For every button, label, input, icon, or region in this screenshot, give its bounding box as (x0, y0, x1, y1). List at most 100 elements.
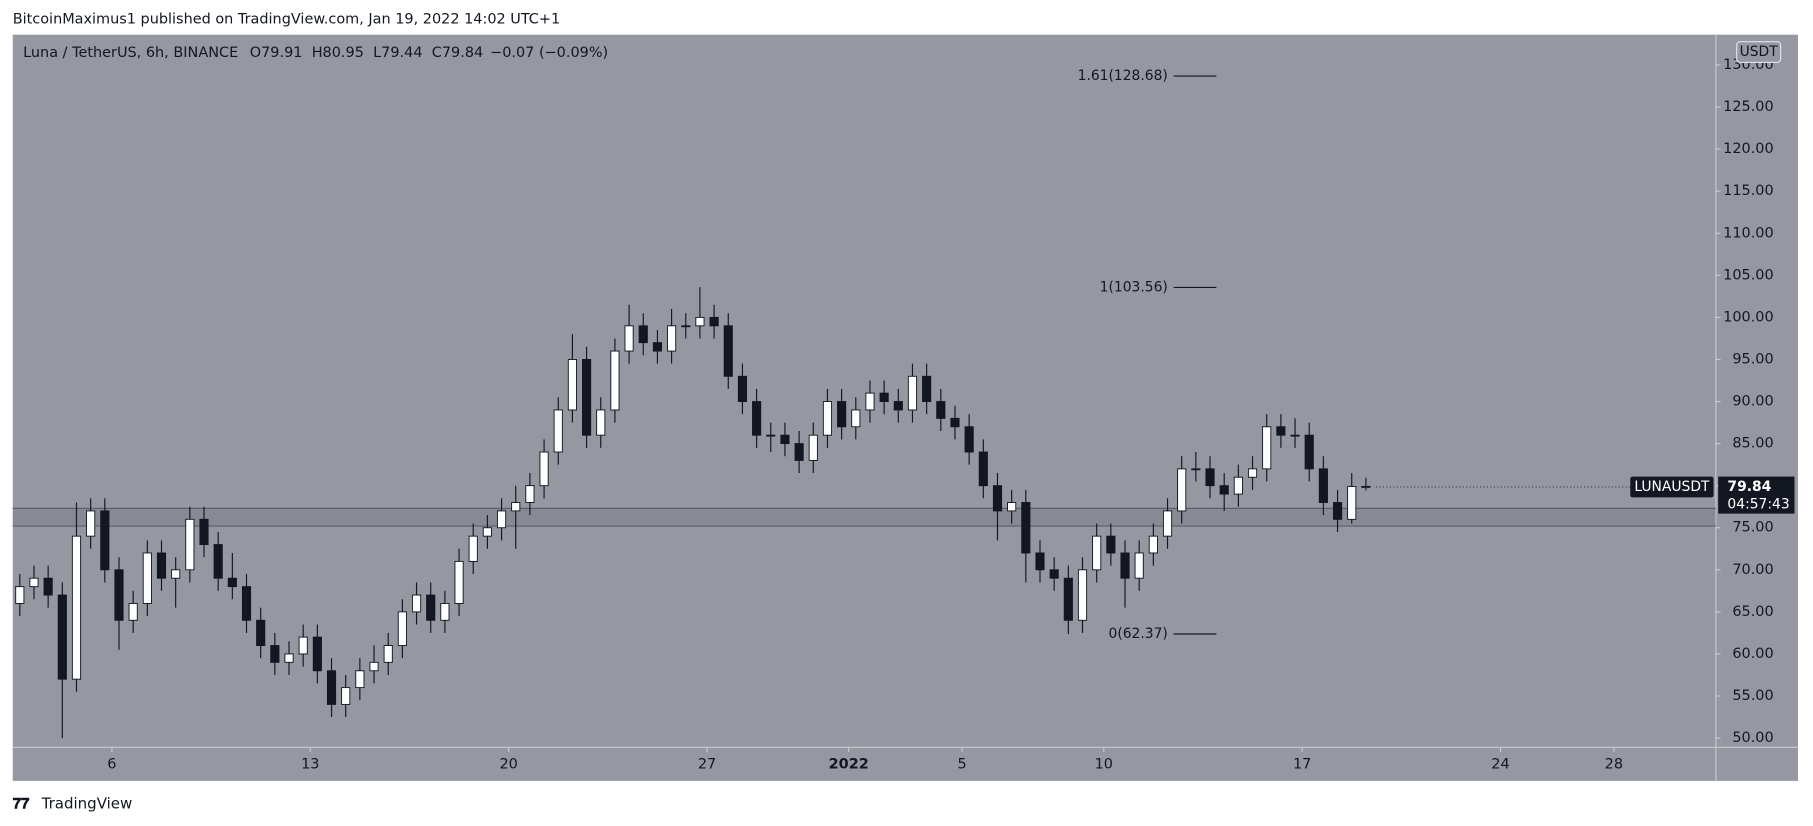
candle-body (525, 485, 535, 503)
fib-label: 1.61(128.68) (1078, 68, 1168, 84)
price-tag-bg (1718, 476, 1795, 514)
candle-body (1304, 434, 1314, 470)
candle-body (978, 451, 988, 487)
candle-body (752, 401, 762, 436)
candle-body (256, 619, 266, 646)
x-tick-label: 24 (1491, 757, 1509, 773)
candle-body (1162, 510, 1173, 537)
y-tick-label: 125.00 (1723, 99, 1774, 115)
candle-body (284, 653, 294, 663)
fib-label: 0(62.37) (1109, 626, 1168, 642)
countdown: 04:57:43 (1727, 496, 1789, 512)
logo-mark: 𝟕𝟕 (13, 795, 30, 813)
candle-body (511, 502, 521, 512)
y-tick-label: 115.00 (1723, 183, 1774, 199)
candle-body (667, 325, 677, 352)
candle-body (454, 560, 464, 604)
candle-body (766, 434, 776, 437)
candle-body (440, 602, 450, 621)
candle-body (1007, 502, 1017, 512)
ohlc-letter: C (432, 45, 442, 61)
publisher-line: BitcoinMaximus1 published on TradingView… (13, 12, 560, 28)
candle-body (227, 577, 237, 588)
candle-body (397, 611, 407, 646)
candle-body (1092, 535, 1102, 571)
candle-body (185, 518, 195, 571)
symbol-title: Luna / TetherUS, 6h, BINANCE (23, 45, 238, 61)
ohlc-value: 79.44 (381, 45, 422, 61)
footer-logo: 𝟕𝟕 (13, 795, 30, 813)
y-tick-label: 65.00 (1732, 604, 1773, 620)
candle-body (369, 661, 379, 672)
candle-body (156, 552, 167, 579)
y-tick-label: 95.00 (1732, 351, 1773, 367)
x-tick-label: 13 (301, 757, 319, 773)
ohlc-letter: O (250, 45, 261, 61)
candle-body (1318, 468, 1328, 503)
ohlc-value: 79.91 (261, 45, 302, 61)
candle-body (71, 535, 82, 680)
chart-legend: Luna / TetherUS, 6h, BINANCE O79.91 H80.95… (23, 45, 608, 61)
y-tick-label: 85.00 (1732, 436, 1773, 452)
candle-body (57, 594, 67, 680)
candle-body (468, 535, 478, 562)
candle-body (411, 594, 422, 613)
candle-body (1077, 569, 1088, 621)
candle-body (15, 586, 25, 604)
y-tick-label: 50.00 (1732, 730, 1773, 746)
x-tick-label: 2022 (829, 757, 869, 773)
symbol-tag-bg (1630, 476, 1714, 498)
y-tick-label: 100.00 (1723, 309, 1774, 325)
candle-body (482, 527, 492, 537)
candle-body (624, 325, 634, 352)
candle-body (893, 401, 903, 411)
candle-body (950, 417, 960, 428)
candle-body (780, 434, 790, 445)
candle-body (1332, 502, 1343, 520)
candle-body (865, 392, 875, 411)
candle-body (596, 409, 606, 436)
candle-body (794, 443, 804, 461)
candle-body (936, 401, 946, 419)
candle-body (1361, 485, 1371, 488)
candle-body (1021, 502, 1031, 554)
candle-body (128, 602, 138, 621)
candle-body (652, 342, 662, 352)
x-tick-label: 28 (1605, 757, 1623, 773)
candle-body (879, 392, 889, 402)
ohlc-value: 79.84 (442, 45, 483, 61)
candle-body (383, 645, 393, 663)
candle-body (1247, 468, 1258, 478)
candle-body (213, 544, 223, 579)
fib-label: 1(103.56) (1100, 279, 1168, 295)
candle-body (822, 401, 833, 436)
price-tag: 79.84 (1727, 479, 1771, 495)
candle-body (907, 375, 918, 411)
candle-body (171, 569, 181, 579)
candle-body (837, 401, 847, 428)
x-tick-label: 27 (698, 757, 716, 773)
candle-body (1035, 552, 1045, 571)
candle-body (610, 350, 620, 411)
candle-body (1233, 476, 1243, 495)
currency-badge-bg (1736, 41, 1782, 64)
candle-body (851, 409, 861, 428)
y-tick-label: 105.00 (1723, 267, 1774, 283)
candle-body (341, 687, 351, 705)
candle-body (638, 325, 648, 344)
candle-body (326, 670, 337, 705)
candle-body (709, 316, 719, 327)
candle-body (199, 518, 209, 546)
candle-body (355, 670, 365, 689)
x-tick-label: 5 (957, 757, 966, 773)
candle-body (1219, 485, 1229, 495)
candle-body (681, 325, 691, 328)
candle-body (1063, 577, 1073, 621)
candle-body (964, 426, 974, 453)
candle-body (737, 375, 748, 402)
ohlc-value: 80.95 (323, 45, 364, 61)
symbol-tag: LUNAUSDT (1634, 479, 1710, 495)
candle-body (270, 645, 280, 663)
candle-body (1134, 552, 1144, 579)
